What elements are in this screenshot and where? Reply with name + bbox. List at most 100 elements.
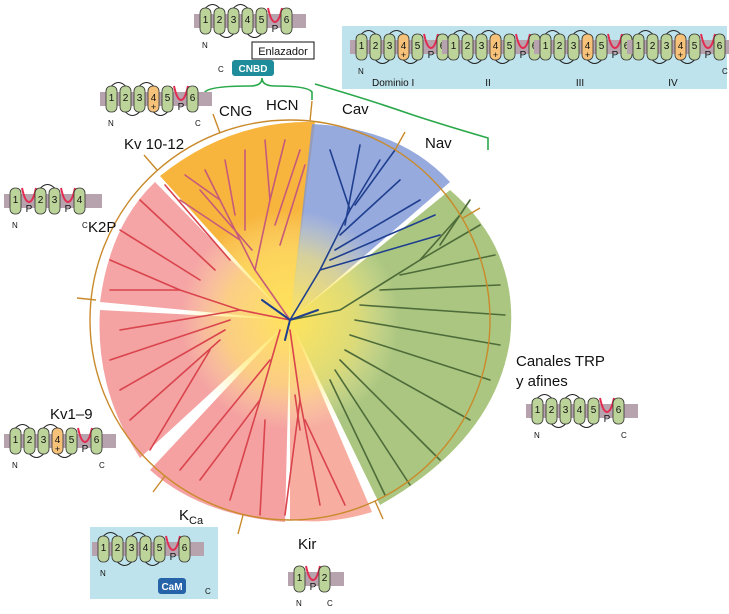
tm-segment-number: 2 — [115, 543, 121, 554]
c-terminus: C — [722, 67, 728, 76]
segment-loop — [247, 33, 262, 38]
pore-label: P — [178, 102, 185, 113]
n-terminus: N — [358, 67, 364, 76]
segment-loop — [131, 532, 146, 537]
tm-segment-number: 2 — [123, 93, 129, 104]
domain-label-3: III — [576, 78, 584, 89]
schematic-nav-domain-3: 1 2 3 4+5P6 — [534, 30, 646, 64]
tm-segment-number: 3 — [479, 41, 485, 52]
segment-loop — [638, 30, 653, 35]
tm-segment-number: 2 — [549, 405, 555, 416]
tm-segment-number: 3 — [664, 41, 670, 52]
segment-loop — [125, 111, 140, 116]
segment-loop — [565, 394, 580, 399]
tm-segment-number: 2 — [465, 41, 471, 52]
tm-segment-number: 6 — [284, 15, 290, 26]
segment-loop — [40, 184, 55, 189]
pore-loop — [607, 33, 623, 50]
cnbd-c-terminus: C — [218, 65, 224, 74]
schematic-kca: 1 2 3 4 5P6 N — [92, 532, 204, 578]
tm-segment-number: 1 — [13, 195, 19, 206]
segment-loop — [111, 82, 126, 87]
clade-sectors — [99, 121, 512, 522]
tm-segment-number: 6 — [616, 405, 622, 416]
tm-segment — [9, 187, 22, 215]
tm-segment-number: 5 — [165, 93, 171, 104]
kca-schematic-box — [90, 527, 218, 599]
tm-segment-number: 3 — [571, 41, 577, 52]
c-terminus: C — [99, 461, 105, 470]
label-hcn: HCN — [266, 97, 299, 114]
domain-label-4: IV — [668, 78, 678, 89]
schematic-kv1012: 1 2 3 4+5P6 N C — [100, 82, 212, 128]
pore-label: P — [65, 204, 72, 215]
tm-segment-number: 1 — [359, 41, 365, 52]
branches-green — [289, 199, 506, 496]
segment-loop — [103, 532, 118, 537]
segment-loop — [43, 424, 58, 429]
c-terminus: C — [327, 599, 333, 608]
voltage-sensor-plus: + — [151, 102, 156, 112]
tm-segment-number: 5 — [415, 41, 421, 52]
pore-label: P — [520, 50, 527, 61]
segment-loop — [403, 59, 418, 64]
tm-segment-number: 1 — [203, 15, 209, 26]
segment-loop — [481, 30, 496, 35]
tm-segment-number: 3 — [129, 543, 135, 554]
tm-segment-number: 4 — [151, 93, 157, 104]
label-k2p: K2P — [88, 219, 116, 236]
tm-segment-number: 1 — [451, 41, 457, 52]
segment-loop — [375, 59, 390, 64]
pore-loop — [165, 535, 181, 552]
segment-loop — [495, 59, 510, 64]
segment-loop — [29, 453, 44, 458]
tm-segment-number: 5 — [507, 41, 513, 52]
tm-segment-number: 6 — [717, 41, 723, 52]
tm-segment-number: 4 — [577, 405, 583, 416]
tm-segment-number: 6 — [182, 543, 188, 554]
pore-label: P — [428, 50, 435, 61]
tm-segment — [713, 33, 726, 61]
pore-loop — [700, 33, 716, 50]
label-trp-line1: Canales TRP — [516, 353, 605, 370]
n-terminus: N — [534, 431, 540, 440]
tm-segment-number: 2 — [650, 41, 656, 52]
segment-loop — [545, 30, 560, 35]
pore-loop — [77, 427, 93, 444]
tm-segment-number: 2 — [322, 573, 328, 584]
n-terminus: N — [12, 221, 18, 230]
segment-loop — [680, 59, 695, 64]
pore-loop — [173, 85, 189, 102]
tm-segment-number: 6 — [190, 93, 196, 104]
tm-segment-number: 2 — [38, 195, 44, 206]
tm-segment-number: 5 — [692, 41, 698, 52]
tm-segment — [73, 187, 86, 215]
schematic-kir: 1P2 N C — [288, 565, 344, 608]
segment-loop — [666, 30, 681, 35]
tm-segment-number: 1 — [543, 41, 549, 52]
segment-loop — [652, 59, 667, 64]
pore-loop — [60, 187, 76, 204]
segment-loop — [537, 394, 552, 399]
pore-label: P — [310, 582, 317, 593]
segment-loop — [15, 424, 30, 429]
tm-segment-number: 5 — [259, 15, 265, 26]
schematic-trp: 1 2 3 4 5P6 N C — [526, 394, 638, 440]
label-trp-line2: y afines — [516, 373, 568, 390]
tm-segment-number: 3 — [137, 93, 143, 104]
voltage-sensor-plus: + — [401, 50, 406, 60]
clade-sector-trp — [290, 190, 512, 505]
c-terminus: C — [621, 431, 627, 440]
voltage-sensor-plus: + — [55, 444, 60, 454]
tm-segment-number: 5 — [591, 405, 597, 416]
segment-loop — [219, 33, 234, 38]
tm-segment-number: 5 — [599, 41, 605, 52]
tm-segment-number: 2 — [27, 435, 33, 446]
pore-label: P — [705, 50, 712, 61]
tree-branches — [109, 139, 506, 516]
segment-loop — [361, 30, 376, 35]
segment-loop — [573, 30, 588, 35]
pore-label: P — [26, 204, 33, 215]
